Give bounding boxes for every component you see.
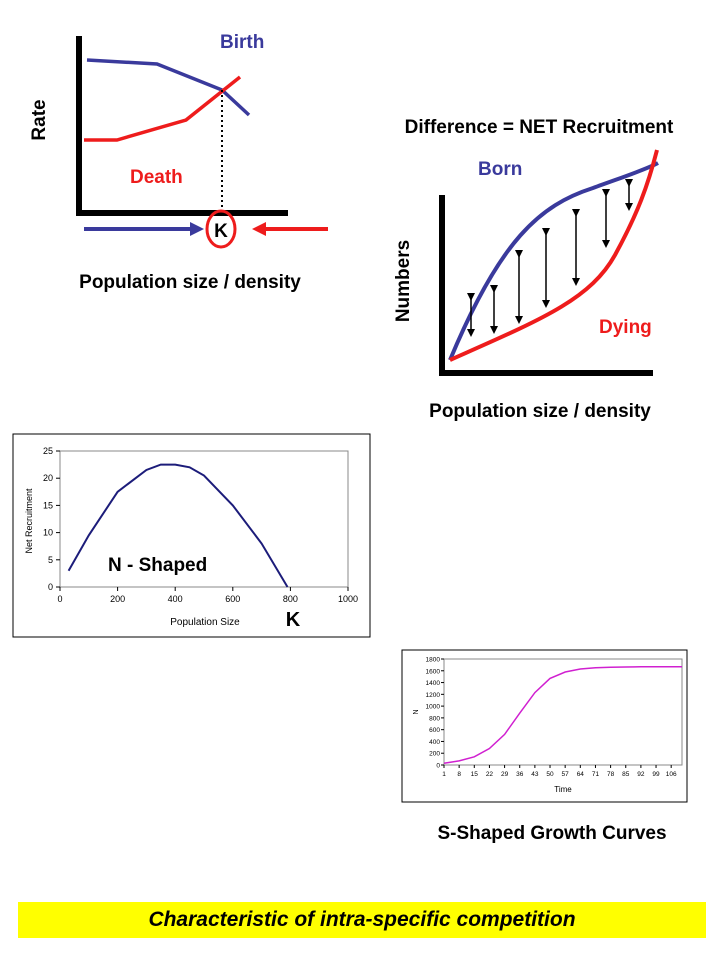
footer-banner: Characteristic of intra-specific competi…	[18, 902, 706, 938]
recruit-x-label: Population size / density	[429, 401, 651, 422]
rate-panel: Rate Birth Death K Population size / den…	[29, 32, 328, 293]
s-chart-y-tick-label: 0	[436, 763, 440, 770]
n-chart-y-tick-label: 0	[48, 582, 53, 592]
n-chart-x-axis-label: Population Size	[170, 617, 240, 628]
s-shaped-chart: 0 200 400 600 800 1000 1200 1400 1600 1800 1 8 15 22 2…	[401, 649, 688, 803]
numbers-y-label: Numbers	[393, 240, 414, 322]
s-chart-x-tick-label: 106	[666, 771, 677, 778]
born-label: Born	[478, 159, 522, 180]
n-chart-plot-area	[59, 450, 349, 588]
s-chart-y-axis-label: N	[413, 709, 420, 714]
n-chart-x-tick-label: 400	[168, 594, 183, 604]
death-label: Death	[130, 167, 183, 188]
rate-y-label: Rate	[29, 99, 50, 140]
s-chart-x-tick-label: 78	[607, 771, 615, 778]
birth-label: Birth	[220, 32, 264, 53]
n-chart-x-tick-label: 1000	[338, 594, 358, 604]
s-chart-x-tick-label: 15	[471, 771, 479, 778]
s-chart-x-tick-label: 50	[546, 771, 554, 778]
footer-text: Characteristic of intra-specific competi…	[148, 908, 576, 931]
n-shaped-chart: 0 5 10 15 20 25 0 200 400 600 800 1000 Population S…	[12, 433, 371, 638]
s-chart-x-tick-label: 57	[562, 771, 570, 778]
s-chart-y-tick-label: 200	[429, 751, 440, 758]
s-chart-x-tick-label: 92	[637, 771, 645, 778]
s-chart-y-tick-label: 1800	[426, 657, 441, 664]
s-chart-x-tick-label: 8	[457, 771, 461, 778]
s-chart-y-tick-label: 1000	[426, 704, 441, 711]
s-chart-series-line	[443, 665, 682, 764]
n-chart-x-tick-label: 0	[57, 594, 62, 604]
n-chart-x-tick-label: 800	[283, 594, 298, 604]
s-chart-x-tick-label: 43	[531, 771, 539, 778]
s-chart-x-tick-label: 36	[516, 771, 524, 778]
n-chart-y-tick-label: 20	[43, 473, 53, 483]
n-chart-k-label: K	[286, 609, 301, 631]
n-chart-y-axis-label: Net Recruitment	[24, 488, 34, 554]
birth-line	[86, 58, 251, 117]
s-shaped-caption: S-Shaped Growth Curves	[437, 823, 666, 844]
n-chart-x-tick-label: 200	[110, 594, 125, 604]
n-chart-x-tick-label: 600	[225, 594, 240, 604]
dying-curve	[449, 149, 659, 362]
difference-arrows	[467, 179, 633, 337]
s-chart-y-tick-label: 1600	[426, 668, 441, 675]
k-circle	[205, 209, 237, 249]
s-chart-y-tick-label: 1400	[426, 680, 441, 687]
s-chart-x-tick-label: 71	[592, 771, 600, 778]
death-line	[84, 75, 242, 142]
s-chart-y-tick-label: 600	[429, 727, 440, 734]
n-chart-series-line	[67, 463, 289, 588]
s-chart-y-tick-label: 1200	[426, 692, 441, 699]
recruit-panel: Difference = NET Recruitment Born Number…	[393, 117, 674, 422]
recruit-title: Difference = NET Recruitment	[405, 117, 674, 138]
s-chart-x-tick-label: 85	[622, 771, 630, 778]
s-chart-x-tick-label: 22	[486, 771, 494, 778]
s-chart-x-tick-label: 1	[442, 771, 446, 778]
n-chart-y-tick-label: 25	[43, 446, 53, 456]
s-chart-y-tick-label: 800	[429, 715, 440, 722]
rate-k-label: K	[214, 221, 228, 242]
n-chart-y-tick-label: 10	[43, 528, 53, 538]
s-chart-y-tick-label: 400	[429, 739, 440, 746]
s-chart-x-tick-label: 99	[652, 771, 660, 778]
s-chart-x-axis-label: Time	[554, 785, 572, 794]
n-shaped-label: N - Shaped	[108, 555, 207, 576]
dying-label: Dying	[599, 317, 652, 338]
s-chart-plot-area	[443, 658, 683, 766]
s-chart-x-tick-label: 64	[577, 771, 585, 778]
born-curve	[448, 161, 659, 361]
n-chart-y-tick-label: 5	[48, 555, 53, 565]
s-chart-x-tick-label: 29	[501, 771, 509, 778]
n-chart-y-tick-label: 15	[43, 500, 53, 510]
rate-x-label: Population size / density	[79, 272, 301, 293]
